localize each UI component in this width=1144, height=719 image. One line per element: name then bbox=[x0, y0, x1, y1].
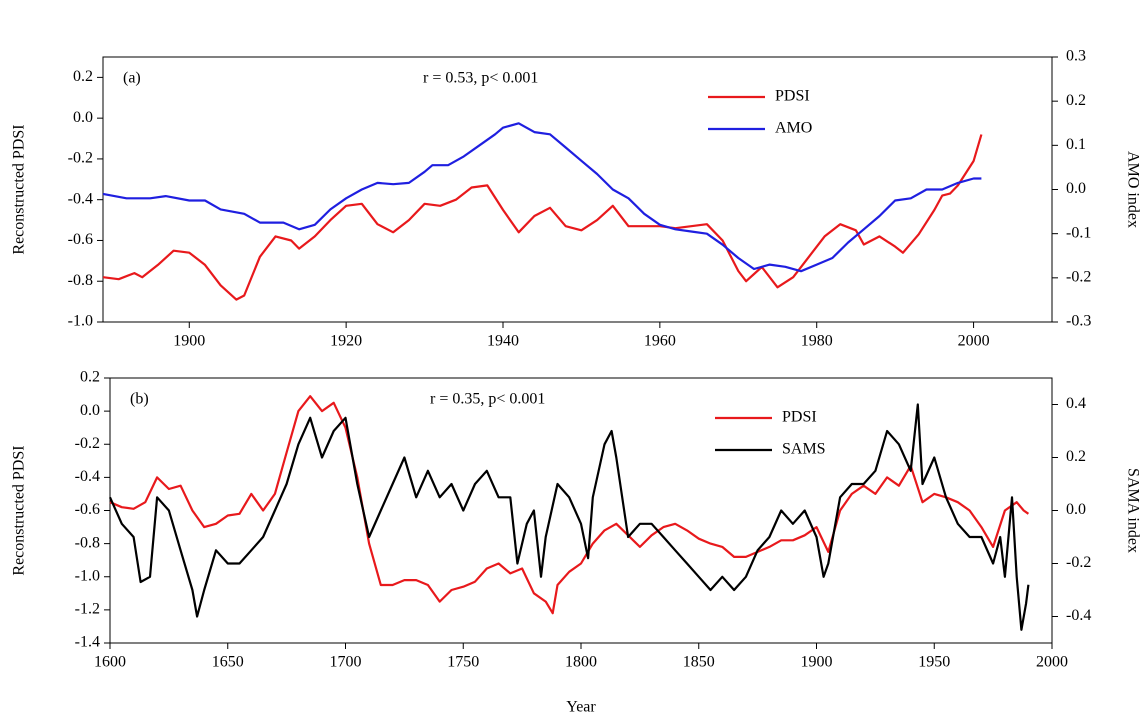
y2-tick-label: 0.1 bbox=[1066, 136, 1086, 153]
x-axis-label: Year bbox=[566, 699, 596, 716]
y2-tick-label: -0.2 bbox=[1066, 554, 1091, 571]
y2-tick-label: 0.0 bbox=[1066, 180, 1086, 197]
legend-label: PDSI bbox=[775, 88, 810, 105]
legend-label: PDSI bbox=[782, 409, 817, 426]
y-axis-label: Reconstructed PDSI bbox=[11, 124, 28, 254]
x-tick-label: 1800 bbox=[565, 654, 597, 671]
panel-label: (a) bbox=[123, 70, 141, 87]
y2-tick-label: 0.2 bbox=[1066, 92, 1086, 109]
y-axis-label: Reconstructed PDSI bbox=[11, 445, 28, 575]
x-tick-label: 1950 bbox=[918, 654, 950, 671]
x-tick-label: 1850 bbox=[683, 654, 715, 671]
y-tick-label: -1.2 bbox=[75, 601, 100, 618]
legend-label: AMO bbox=[775, 120, 812, 137]
x-tick-label: 1940 bbox=[487, 333, 519, 350]
y-tick-label: 0.0 bbox=[80, 402, 100, 419]
y-tick-label: 0.0 bbox=[73, 109, 93, 126]
y-tick-label: -1.4 bbox=[75, 634, 100, 651]
plot-frame bbox=[102, 56, 1053, 323]
x-tick-label: 1600 bbox=[94, 654, 126, 671]
y2-tick-label: -0.4 bbox=[1066, 607, 1091, 624]
x-tick-label: 1920 bbox=[330, 333, 362, 350]
y2-tick-label: 0.3 bbox=[1066, 48, 1086, 65]
x-tick-label: 1700 bbox=[330, 654, 362, 671]
y2-tick-label: 0.0 bbox=[1066, 501, 1086, 518]
y-tick-label: 0.2 bbox=[73, 68, 93, 85]
series-line bbox=[109, 395, 1030, 615]
y2-tick-label: 0.2 bbox=[1066, 448, 1086, 465]
y-tick-label: -0.4 bbox=[75, 468, 100, 485]
stat-annotation: r = 0.35, p< 0.001 bbox=[430, 391, 545, 408]
y-tick-label: -1.0 bbox=[75, 567, 100, 584]
y2-tick-label: 0.4 bbox=[1066, 395, 1086, 412]
y2-axis-label: AMO index bbox=[1124, 151, 1141, 228]
series-line bbox=[102, 122, 982, 273]
y2-tick-label: -0.3 bbox=[1066, 313, 1091, 330]
series-line bbox=[108, 403, 1030, 631]
y-tick-label: 0.2 bbox=[80, 369, 100, 386]
x-tick-label: 1650 bbox=[212, 654, 244, 671]
x-tick-label: 1960 bbox=[644, 333, 676, 350]
y-tick-label: -0.2 bbox=[75, 435, 100, 452]
series-line bbox=[102, 134, 983, 301]
x-tick-label: 1750 bbox=[447, 654, 479, 671]
y-tick-label: -1.0 bbox=[68, 313, 93, 330]
y-tick-label: -0.8 bbox=[68, 272, 93, 289]
stat-annotation: r = 0.53, p< 0.001 bbox=[423, 70, 538, 87]
y2-tick-label: -0.2 bbox=[1066, 269, 1091, 286]
y2-tick-label: -0.1 bbox=[1066, 224, 1091, 241]
x-tick-label: 1900 bbox=[173, 333, 205, 350]
y-tick-label: -0.2 bbox=[68, 150, 93, 167]
plot-frame bbox=[109, 377, 1053, 644]
x-tick-label: 2000 bbox=[1036, 654, 1068, 671]
panel-label: (b) bbox=[130, 391, 149, 408]
y-tick-label: -0.6 bbox=[75, 501, 100, 518]
y-tick-label: -0.6 bbox=[68, 231, 93, 248]
x-tick-label: 1980 bbox=[801, 333, 833, 350]
y-tick-label: -0.4 bbox=[68, 190, 93, 207]
y-tick-label: -0.8 bbox=[75, 534, 100, 551]
x-tick-label: 1900 bbox=[801, 654, 833, 671]
x-tick-label: 2000 bbox=[958, 333, 990, 350]
legend-label: SAMS bbox=[782, 441, 826, 458]
y2-axis-label: SAMA index bbox=[1124, 468, 1141, 553]
